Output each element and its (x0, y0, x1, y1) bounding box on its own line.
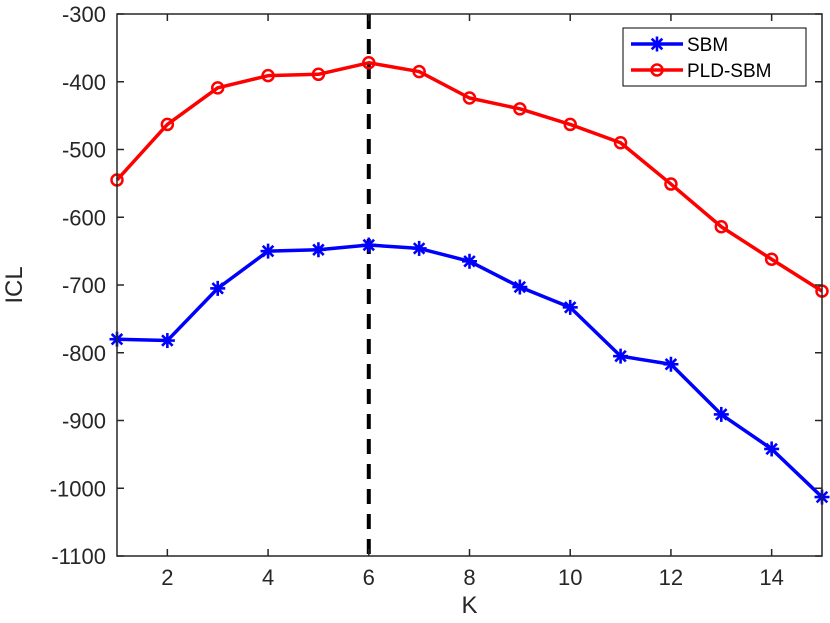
y-tick-label: -900 (62, 409, 106, 434)
data-point-pld-sbm (513, 102, 527, 116)
x-tick-label: 10 (558, 565, 582, 590)
legend-label-sbm: SBM (687, 35, 728, 56)
data-point-sbm (310, 242, 326, 258)
data-point-pld-sbm (311, 67, 326, 82)
data-point-pld-sbm (412, 64, 426, 79)
y-tick-label: -1100 (51, 544, 106, 569)
data-point-sbm (562, 299, 578, 315)
series-line-pld-sbm (115, 61, 823, 293)
x-axis-title: K (461, 592, 477, 619)
legend-marker-pld-sbm (650, 63, 664, 77)
legend-box (622, 27, 807, 87)
data-point-pld-sbm (563, 117, 577, 132)
data-point-pld-sbm (362, 56, 376, 70)
x-tick-label: 8 (463, 565, 475, 590)
x-tick-label: 4 (262, 565, 274, 590)
legend: SBM PLD-SBM (622, 27, 807, 87)
data-point-sbm (462, 253, 477, 269)
data-point-pld-sbm (664, 177, 678, 191)
data-point-sbm (663, 356, 679, 372)
data-point-pld-sbm (714, 219, 729, 234)
data-point-sbm (512, 279, 528, 295)
legend-label-pld-sbm: PLD-SBM (687, 61, 771, 82)
data-point-sbm (361, 237, 377, 253)
y-tick-label: -300 (62, 2, 106, 27)
x-tick-label: 6 (363, 565, 375, 590)
data-point-sbm (260, 243, 276, 259)
y-tick-label: -500 (62, 138, 106, 163)
data-point-sbm (764, 441, 780, 457)
legend-marker-sbm (649, 36, 665, 52)
y-tick-label: -1000 (50, 476, 106, 501)
y-tick-label: -700 (62, 273, 106, 298)
series-layer (109, 56, 830, 505)
data-point-sbm (713, 406, 729, 422)
y-tick-label: -400 (62, 70, 106, 95)
x-tick-label: 14 (759, 565, 783, 590)
x-tick-label: 12 (659, 565, 683, 590)
data-point-pld-sbm (613, 135, 628, 150)
data-point-sbm (411, 240, 427, 256)
data-point-pld-sbm (210, 81, 225, 95)
y-tick-label: -800 (62, 341, 106, 366)
x-tick-label: 2 (161, 565, 173, 590)
data-point-pld-sbm (462, 91, 477, 105)
data-point-sbm (159, 333, 175, 349)
legend-items: SBM PLD-SBM (631, 35, 771, 82)
data-point-pld-sbm (160, 117, 175, 132)
ticks-layer: 2 4 6 8 10 12 14 -300 -400 -500 -600 -700 -800 -900 -1… (50, 2, 822, 590)
data-point-pld-sbm (764, 252, 779, 267)
y-axis-title: ICL (1, 266, 28, 303)
data-point-sbm (613, 348, 629, 364)
data-point-sbm (210, 280, 226, 296)
y-tick-label: -600 (62, 205, 106, 230)
data-point-pld-sbm (261, 68, 275, 83)
